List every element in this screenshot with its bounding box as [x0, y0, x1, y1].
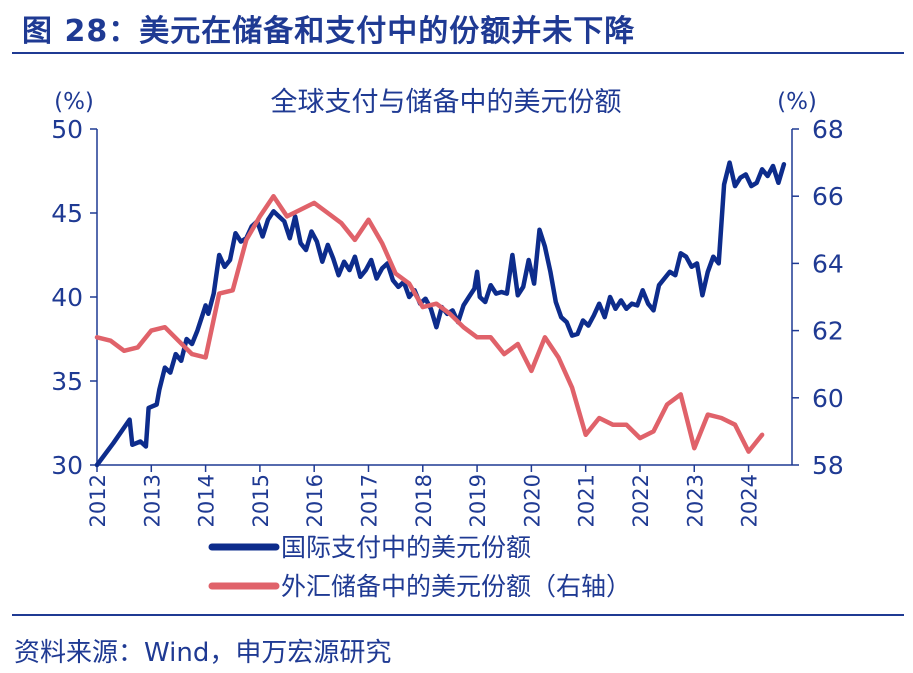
x-tick-label: 2019: [466, 474, 490, 527]
x-tick-label: 2021: [575, 474, 599, 527]
x-tick-label: 2022: [629, 474, 653, 527]
left-tick-label: 45: [51, 199, 83, 228]
left-tick-label: 50: [51, 115, 83, 144]
x-tick-label: 2023: [683, 474, 707, 527]
right-tick-label: 68: [812, 115, 844, 144]
x-tick-label: 2017: [357, 474, 381, 527]
x-tick-label: 2012: [86, 474, 110, 527]
x-tick-label: 2015: [249, 474, 273, 527]
x-tick-label: 2018: [412, 474, 436, 527]
source-rule: [12, 614, 904, 616]
axes-group: 30 35 40 45 50 58 60 62 64 66 68 2012 2013 2014 2015 20…: [51, 115, 844, 527]
x-tick-label: 2013: [140, 474, 164, 527]
chart-title: 全球支付与储备中的美元份额: [271, 87, 622, 118]
right-tick-label: 62: [812, 317, 844, 346]
x-tick-label: 2024: [738, 474, 762, 527]
series-line-reserves: [94, 193, 765, 454]
series-layer: [94, 160, 787, 468]
left-tick-label: 40: [51, 283, 83, 312]
right-tick-label: 64: [812, 249, 844, 278]
x-tick-label: 2020: [520, 474, 544, 527]
x-tick-label: 2016: [303, 474, 327, 527]
right-tick-label: 66: [812, 182, 844, 211]
left-tick-label: 35: [51, 367, 83, 396]
left-axis-unit: (%): [54, 89, 94, 115]
legend-label-reserves: 外汇储备中的美元份额（右轴）: [281, 572, 631, 601]
right-tick-label: 58: [812, 451, 844, 480]
figure-title: 图 28：美元在储备和支付中的份额并未下降: [22, 14, 636, 49]
x-tick-label: 2014: [195, 474, 219, 527]
legend-label-payments: 国际支付中的美元份额: [281, 533, 531, 562]
right-tick-label: 60: [812, 384, 844, 413]
series-line-payments: [94, 160, 787, 468]
title-rule: [12, 52, 904, 54]
left-tick-label: 30: [51, 451, 83, 480]
right-axis-unit: (%): [777, 89, 817, 115]
source-note: 资料来源：Wind，申万宏源研究: [14, 638, 392, 668]
